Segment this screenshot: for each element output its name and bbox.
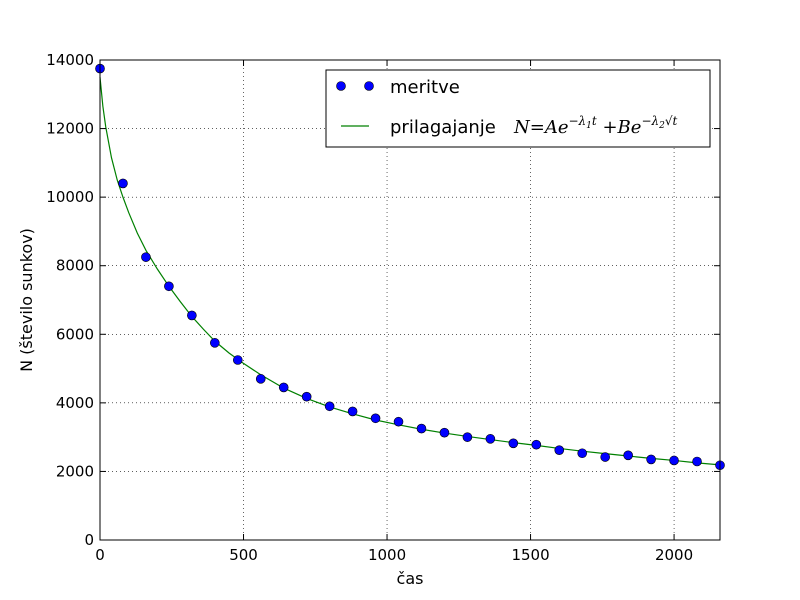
y-axis-label: N (število sunkov): [17, 228, 36, 372]
data-point: [210, 338, 220, 348]
data-point: [692, 456, 702, 467]
data-point: [600, 452, 610, 462]
y-tick-label: 10000: [46, 188, 94, 206]
data-point: [255, 374, 266, 384]
data-point: [623, 450, 633, 461]
y-tick-label: 8000: [56, 257, 94, 275]
data-point: [646, 454, 656, 465]
legend-marker-2: [364, 81, 374, 91]
y-tick-label: 6000: [56, 325, 94, 343]
data-point: [164, 281, 174, 292]
data-point: [232, 355, 243, 365]
data-point: [301, 391, 312, 402]
data-point: [462, 432, 473, 442]
data-point: [347, 406, 358, 417]
data-point: [416, 423, 427, 434]
x-tick-label: 1000: [368, 546, 406, 564]
y-tick-label: 2000: [56, 462, 94, 480]
data-point: [141, 252, 151, 262]
x-tick-label: 0: [95, 546, 105, 564]
legend-label-meritve: meritve: [390, 77, 460, 98]
y-tick-label: 4000: [56, 394, 94, 412]
y-tick-label: 0: [84, 531, 94, 549]
data-point: [187, 310, 197, 321]
data-point: [508, 438, 519, 449]
legend-box: [325, 69, 711, 148]
data-point: [439, 427, 450, 438]
legend: meritve prilagajanje N=Ae−λ1t +Be−λ2√t: [325, 69, 711, 148]
x-tick-label: 1500: [511, 546, 549, 564]
data-point: [278, 382, 289, 393]
x-tick-label: 2000: [655, 546, 693, 564]
legend-formula: N=Ae−λ1t +Be−λ2√t: [513, 114, 678, 138]
y-tick-label: 12000: [46, 120, 94, 138]
data-point: [485, 434, 496, 444]
data-point: [669, 455, 679, 466]
y-tick-label: 14000: [46, 51, 94, 69]
legend-marker-1: [336, 81, 346, 91]
plot-frame: [99, 59, 721, 541]
data-point: [531, 439, 542, 450]
x-axis-label: čas: [397, 569, 424, 588]
axis-ticks: [99, 59, 720, 541]
x-tick-label: 500: [229, 546, 258, 564]
data-point: [554, 445, 565, 455]
data-point: [324, 401, 335, 412]
tick-labels: 0 500 1000 1500 2000 0 2000 4000 6000 8000 10000 12…: [46, 51, 693, 564]
legend-label-fit: prilagajanje: [390, 117, 496, 138]
data-point: [370, 413, 381, 424]
data-point: [118, 178, 128, 189]
data-point: [393, 416, 404, 427]
data-point: [577, 448, 588, 459]
